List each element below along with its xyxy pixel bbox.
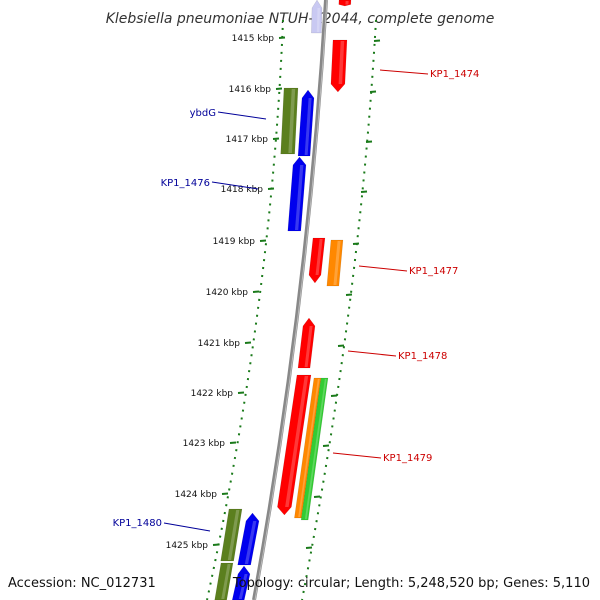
gene-feature-blue[interactable]	[231, 565, 251, 600]
tick-mark: 1419 kbp	[213, 237, 360, 247]
genome-backbone-highlight	[254, 0, 328, 600]
gene-feature-lavender[interactable]	[311, 0, 323, 34]
gene-feature-highlight	[288, 89, 296, 153]
gene-feature-highlight	[238, 574, 248, 599]
tick-mark: 1422 kbp	[191, 389, 338, 399]
tick-mark: 1415 kbp	[232, 34, 381, 44]
tick-label: 1425 kbp	[166, 541, 209, 551]
gene-feature-olive[interactable]	[280, 87, 299, 155]
gene-label-kp1-1476[interactable]: KP1_1476	[161, 178, 259, 190]
tick-mark: 1420 kbp	[206, 288, 353, 298]
tick-mark: 1421 kbp	[198, 339, 345, 349]
gene-feature-highlight	[304, 379, 327, 519]
gene-label-text: KP1_1477	[409, 266, 458, 277]
tick-mark: 1417 kbp	[226, 135, 373, 145]
gene-feature-blue[interactable]	[287, 156, 307, 232]
gene-feature-red[interactable]	[308, 237, 326, 284]
gene-feature-red[interactable]	[297, 317, 316, 369]
gene-feature-highlight	[304, 326, 313, 367]
gene-feature-blue[interactable]	[237, 512, 260, 566]
map-title: Klebsiella pneumoniae NTUH-K2044, comple…	[106, 11, 495, 27]
gene-feature-red[interactable]	[338, 0, 352, 7]
gene-label-ybdg[interactable]: ybdG	[190, 108, 267, 120]
gene-label-text: KP1_1480	[113, 518, 162, 529]
summary-text: Topology: circular; Length: 5,248,520 bp…	[232, 576, 590, 591]
tick-mark: 1425 kbp	[166, 541, 313, 551]
tick-mark: 1424 kbp	[175, 490, 321, 500]
tick-mark: 1416 kbp	[229, 85, 377, 95]
gene-label-kp1-1480[interactable]: KP1_1480	[113, 518, 211, 532]
gene-feature-orange[interactable]	[294, 377, 322, 519]
tick-label: 1422 kbp	[191, 389, 234, 399]
gene-label-text: KP1_1476	[161, 178, 210, 189]
gene-feature-highlight	[227, 510, 240, 560]
gene-label-text: ybdG	[190, 108, 216, 119]
gene-feature-highlight	[315, 239, 323, 275]
tick-label: 1423 kbp	[183, 439, 226, 449]
gene-feature-olive[interactable]	[220, 508, 243, 562]
gene-label-kp1-1474[interactable]: KP1_1474	[379, 69, 479, 80]
accession-text: Accession: NC_012731	[8, 576, 156, 591]
tick-mark: 1423 kbp	[183, 439, 330, 449]
gene-feature-highlight	[338, 41, 345, 84]
gene-feature-highlight	[221, 564, 231, 599]
tick-mark: 1418 kbp	[221, 185, 368, 195]
gene-feature-highlight	[298, 379, 320, 517]
gene-feature-highlight	[294, 165, 304, 230]
gene-label-kp1-1479[interactable]: KP1_1479	[332, 452, 432, 464]
inner-tick-ring	[206, 19, 284, 600]
tick-label: 1418 kbp	[221, 185, 264, 195]
tick-label: 1424 kbp	[175, 490, 218, 500]
tick-label: 1417 kbp	[226, 135, 269, 145]
gene-label-text: KP1_1478	[398, 351, 447, 362]
gene-feature-green[interactable]	[300, 377, 329, 521]
gene-label-kp1-1477[interactable]: KP1_1477	[358, 265, 458, 277]
tick-label: 1416 kbp	[229, 85, 272, 95]
gene-feature-red[interactable]	[330, 39, 348, 93]
gene-feature-highlight	[333, 241, 341, 285]
gene-feature-highlight	[345, 1, 349, 5]
genome-backbone	[252, 0, 328, 600]
gene-feature-highlight	[244, 521, 257, 564]
tick-label: 1415 kbp	[232, 34, 275, 44]
gene-feature-highlight	[316, 8, 320, 32]
gene-feature-orange[interactable]	[326, 239, 344, 287]
tick-label: 1419 kbp	[213, 237, 256, 247]
gene-label-kp1-1478[interactable]: KP1_1478	[347, 350, 447, 362]
gene-feature-red[interactable]	[277, 374, 312, 516]
gene-feature-highlight	[285, 376, 309, 507]
feature-layer	[214, 0, 352, 600]
gene-label-text: KP1_1474	[430, 69, 479, 80]
gene-feature-highlight	[304, 98, 312, 155]
tick-label: 1420 kbp	[206, 288, 249, 298]
tick-label: 1421 kbp	[198, 339, 241, 349]
gene-label-text: KP1_1479	[383, 453, 432, 464]
gene-feature-olive[interactable]	[214, 562, 234, 600]
tick-layer: 1415 kbp 1416 kbp 1417 kbp 1418 kbp 1419 kbp…	[166, 34, 381, 551]
gene-feature-blue[interactable]	[297, 89, 315, 157]
